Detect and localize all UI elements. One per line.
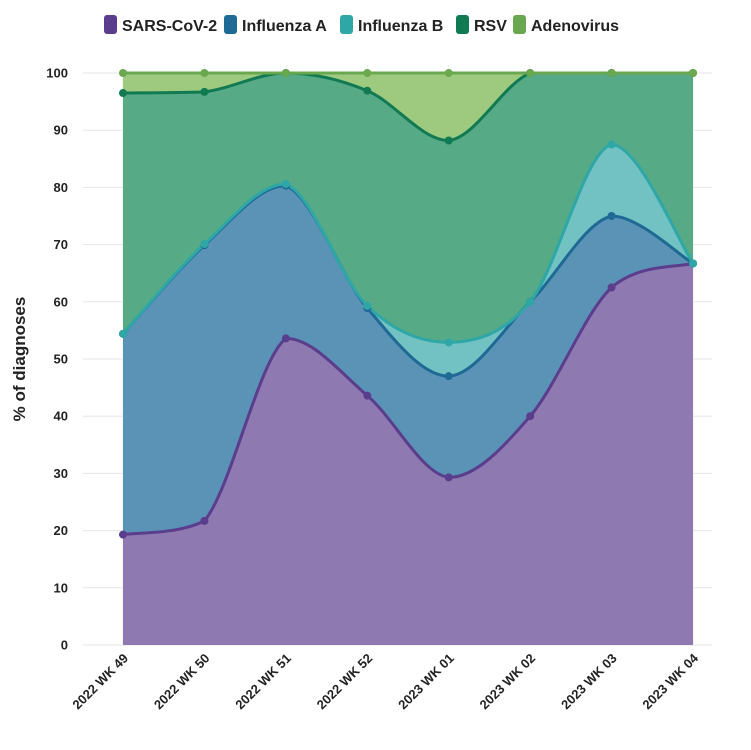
y-tick-label: 20 [54, 523, 68, 538]
legend-swatch [104, 15, 117, 34]
area-adenovirus [123, 73, 693, 141]
y-tick-label: 100 [46, 66, 68, 81]
legend-swatch [456, 15, 469, 34]
x-tick-label: 2022 WK 50 [151, 651, 213, 713]
legend-label: RSV [474, 18, 507, 35]
point-influenza-b[interactable] [363, 301, 372, 310]
legend-item-sars-cov-2[interactable]: SARS-CoV-2 [104, 15, 217, 35]
legend-label: Influenza A [242, 18, 327, 35]
legend-swatch [340, 15, 353, 34]
area-sars-cov-2 [123, 263, 693, 645]
point-influenza-b[interactable] [526, 297, 535, 306]
y-axis: 0 10 20 30 40 50 60 70 80 90 100 [46, 66, 68, 653]
legend-swatch [224, 15, 237, 34]
line-sars-cov-2 [122, 262, 694, 537]
y-tick-label: 90 [54, 123, 68, 138]
point-rsv[interactable] [119, 89, 127, 98]
legend: SARS-CoV-2 Influenza A Influenza B RSV Adeno… [104, 15, 619, 35]
x-tick-label: 2023 WK 01 [395, 651, 457, 713]
point-rsv[interactable] [444, 136, 453, 145]
area-influenza-b [123, 144, 693, 377]
point-sars-cov-2[interactable] [200, 516, 209, 525]
point-sars-cov-2[interactable] [281, 334, 290, 343]
x-tick-label: 2023 WK 03 [558, 651, 620, 713]
point-influenza-b[interactable] [607, 140, 616, 149]
legend-item-influenza-a[interactable]: Influenza A [224, 15, 327, 35]
x-tick-label: 2022 WK 51 [232, 651, 294, 713]
point-sars-cov-2[interactable] [607, 283, 616, 292]
point-influenza-b[interactable] [689, 259, 697, 268]
point-adenovirus[interactable] [200, 69, 209, 77]
point-adenovirus[interactable] [444, 69, 453, 77]
y-tick-label: 0 [61, 638, 68, 653]
point-influenza-a[interactable] [607, 212, 616, 220]
x-tick-label: 2022 WK 49 [69, 651, 131, 713]
legend-label: Influenza B [358, 18, 443, 35]
y-tick-label: 40 [54, 409, 68, 424]
point-rsv[interactable] [363, 86, 372, 95]
point-influenza-a[interactable] [444, 372, 453, 381]
point-sars-cov-2[interactable] [119, 530, 127, 539]
point-adenovirus[interactable] [526, 69, 535, 77]
legend-swatch [513, 15, 526, 34]
x-tick-label: 2023 WK 04 [639, 650, 701, 712]
y-tick-label: 10 [54, 580, 68, 595]
legend-label: Adenovirus [531, 18, 619, 35]
point-adenovirus[interactable] [281, 69, 290, 77]
point-sars-cov-2[interactable] [526, 412, 535, 421]
series-points [119, 69, 697, 539]
x-tick-label: 2023 WK 02 [477, 651, 539, 713]
point-influenza-b[interactable] [200, 240, 209, 249]
point-adenovirus[interactable] [607, 69, 616, 77]
point-influenza-b[interactable] [281, 179, 290, 188]
point-rsv[interactable] [200, 87, 209, 96]
y-tick-label: 80 [54, 180, 68, 195]
y-tick-label: 70 [54, 237, 68, 252]
point-adenovirus[interactable] [363, 69, 372, 77]
series-areas [123, 73, 693, 645]
point-adenovirus[interactable] [119, 69, 127, 77]
y-tick-label: 30 [54, 466, 68, 481]
legend-item-rsv[interactable]: RSV [456, 15, 507, 35]
area-rsv [123, 73, 693, 343]
area-influenza-a [123, 185, 693, 535]
point-influenza-b[interactable] [444, 338, 453, 347]
y-tick-label: 60 [54, 294, 68, 309]
point-sars-cov-2[interactable] [444, 473, 453, 482]
y-tick-label: 50 [54, 352, 68, 367]
point-influenza-b[interactable] [119, 329, 127, 338]
x-tick-label: 2022 WK 52 [314, 651, 376, 713]
legend-item-influenza-b[interactable]: Influenza B [340, 15, 443, 35]
x-axis: 2022 WK 49 2022 WK 50 2022 WK 51 2022 WK 52… [69, 650, 701, 712]
point-adenovirus[interactable] [689, 69, 697, 77]
y-axis-title: % of diagnoses [10, 297, 29, 422]
legend-item-adenovirus[interactable]: Adenovirus [513, 15, 619, 35]
legend-label: SARS-CoV-2 [122, 18, 217, 35]
point-sars-cov-2[interactable] [363, 391, 372, 400]
